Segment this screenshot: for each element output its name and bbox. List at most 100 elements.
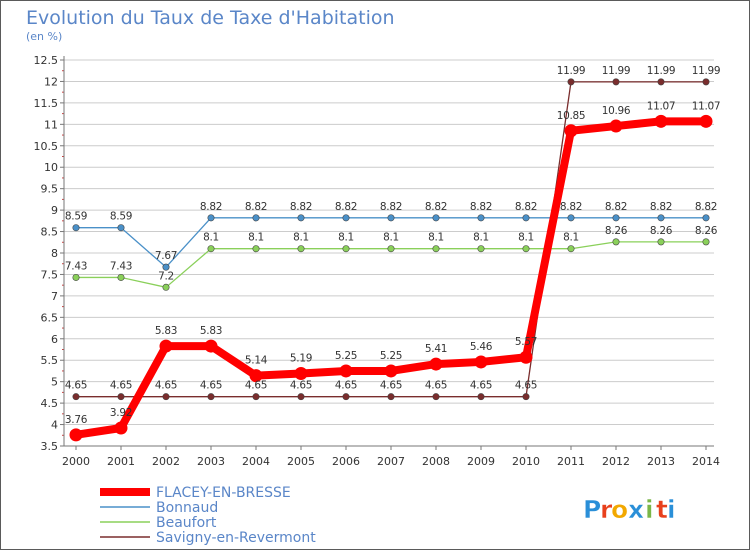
x-tick-label: 2010 bbox=[512, 455, 540, 468]
data-label: 11.99 bbox=[647, 65, 676, 77]
data-point bbox=[657, 214, 665, 222]
data-label: 4.65 bbox=[65, 380, 87, 392]
logo-letter: i bbox=[645, 495, 654, 524]
data-label: 8.1 bbox=[248, 232, 264, 244]
data-point bbox=[564, 124, 578, 138]
y-tick-label: 5 bbox=[51, 376, 58, 389]
data-point bbox=[522, 245, 530, 253]
y-tick-label: 4.5 bbox=[41, 397, 59, 410]
data-point bbox=[207, 245, 215, 253]
data-point bbox=[204, 339, 218, 353]
data-label: 5.83 bbox=[200, 325, 222, 337]
data-label: 4.65 bbox=[155, 380, 177, 392]
legend-entry: Savigny-en-Revermont bbox=[156, 530, 316, 546]
data-point bbox=[477, 214, 485, 222]
y-tick-label: 6 bbox=[51, 333, 58, 346]
data-point bbox=[432, 214, 440, 222]
chart-subtitle: (en %) bbox=[26, 30, 62, 43]
y-tick-label: 10 bbox=[44, 161, 58, 174]
data-label: 11.99 bbox=[602, 65, 631, 77]
data-label: 10.85 bbox=[557, 110, 586, 122]
data-point bbox=[249, 369, 263, 383]
data-label: 5.83 bbox=[155, 325, 177, 337]
data-point bbox=[612, 78, 620, 86]
data-point bbox=[339, 364, 353, 378]
series-layer bbox=[69, 78, 713, 442]
x-tick-label: 2002 bbox=[152, 455, 180, 468]
data-point bbox=[474, 355, 488, 369]
data-label: 4.65 bbox=[425, 380, 447, 392]
data-point bbox=[387, 214, 395, 222]
x-tick-label: 2011 bbox=[557, 455, 585, 468]
data-label: 4.65 bbox=[290, 380, 312, 392]
data-label: 3.76 bbox=[65, 414, 88, 426]
data-label: 8.1 bbox=[473, 232, 489, 244]
data-label: 5.14 bbox=[245, 355, 268, 367]
data-label: 4.65 bbox=[470, 380, 492, 392]
data-label: 4.65 bbox=[515, 380, 537, 392]
data-point bbox=[657, 78, 665, 86]
data-point bbox=[387, 393, 395, 401]
data-point bbox=[114, 421, 128, 435]
x-tick-label: 2008 bbox=[422, 455, 450, 468]
data-label: 3.92 bbox=[110, 407, 132, 419]
data-label: 5.25 bbox=[335, 350, 357, 362]
data-point bbox=[297, 245, 305, 253]
data-label: 11.99 bbox=[557, 65, 586, 77]
y-tick-label: 8.5 bbox=[41, 226, 59, 239]
y-tick-label: 12.5 bbox=[34, 54, 59, 67]
data-label: 5.57 bbox=[515, 336, 537, 348]
data-label: 11.07 bbox=[692, 100, 721, 112]
proxiti-logo: Pro x i t i bbox=[583, 495, 676, 525]
data-point bbox=[567, 78, 575, 86]
data-label: 8.1 bbox=[428, 232, 444, 244]
chart-title: Evolution du Taux de Taxe d'Habitation bbox=[26, 7, 395, 29]
data-label: 4.65 bbox=[110, 380, 132, 392]
axis-layer: 3.544.555.566.577.588.599.51010.51111.51… bbox=[34, 54, 721, 468]
label-layer: 3.76 3.92 5.83 5.83 5.14 5.19 5.25 5.25 5.41 5.46… bbox=[65, 65, 721, 426]
data-point bbox=[162, 263, 170, 271]
logo-letter: o bbox=[611, 495, 628, 524]
x-tick-label: 2006 bbox=[332, 455, 360, 468]
data-label: 8.1 bbox=[563, 232, 579, 244]
data-point bbox=[702, 78, 710, 86]
logo-letter: t bbox=[656, 495, 668, 524]
x-tick-label: 2005 bbox=[287, 455, 315, 468]
y-tick-label: 11.5 bbox=[34, 97, 59, 110]
data-label: 8.26 bbox=[695, 225, 718, 237]
data-label: 11.07 bbox=[647, 100, 676, 112]
x-tick-label: 2007 bbox=[377, 455, 405, 468]
x-tick-label: 2013 bbox=[647, 455, 675, 468]
legend-entry: FLACEY-EN-BRESSE bbox=[156, 485, 291, 501]
data-point bbox=[702, 238, 710, 246]
data-label: 4.65 bbox=[380, 380, 402, 392]
data-point bbox=[252, 214, 260, 222]
data-label: 8.82 bbox=[380, 201, 402, 213]
data-point bbox=[522, 393, 530, 401]
data-point bbox=[297, 393, 305, 401]
x-tick-label: 2001 bbox=[107, 455, 135, 468]
data-label: 4.65 bbox=[200, 380, 222, 392]
data-point bbox=[69, 428, 83, 442]
x-tick-label: 2000 bbox=[62, 455, 90, 468]
data-label: 4.65 bbox=[245, 380, 267, 392]
data-label: 5.19 bbox=[290, 353, 312, 365]
data-point bbox=[477, 245, 485, 253]
legend: FLACEY-EN-BRESSEBonnaudBeaufortSavigny-e… bbox=[100, 485, 316, 546]
y-tick-label: 9.5 bbox=[41, 183, 59, 196]
data-label: 8.82 bbox=[245, 201, 267, 213]
y-tick-label: 7.5 bbox=[41, 268, 59, 281]
y-tick-label: 5.5 bbox=[41, 354, 59, 367]
data-label: 5.25 bbox=[380, 350, 402, 362]
data-label: 7.2 bbox=[158, 270, 174, 282]
data-label: 8.82 bbox=[650, 201, 672, 213]
data-point bbox=[72, 393, 80, 401]
data-label: 8.1 bbox=[293, 232, 309, 244]
data-point bbox=[522, 214, 530, 222]
data-point bbox=[429, 357, 443, 371]
x-tick-label: 2014 bbox=[692, 455, 720, 468]
data-label: 8.82 bbox=[425, 201, 447, 213]
data-point bbox=[207, 393, 215, 401]
